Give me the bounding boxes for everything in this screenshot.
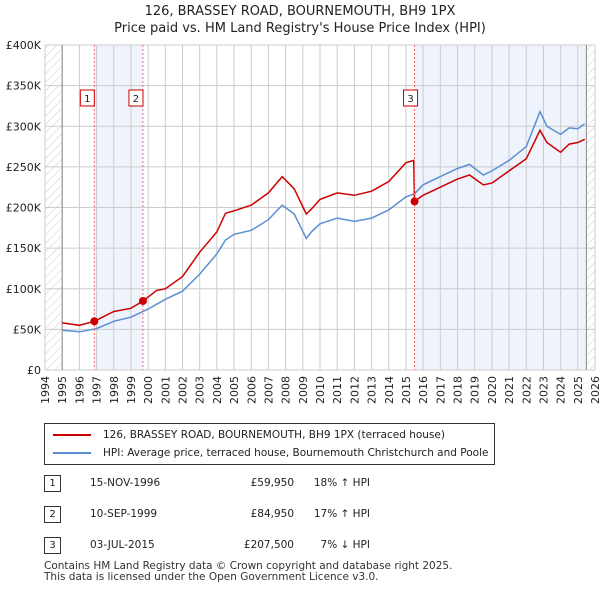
x-tick-label: 1995: [56, 376, 69, 404]
x-tick-label: 2003: [194, 376, 207, 404]
price-chart: 1 2 3 1994 1995 1996 1997 1998 1999 2000 2001 2002 2…: [6, 39, 600, 404]
sale-number-label: 2: [133, 94, 139, 105]
sale-price: £84,950: [250, 508, 294, 520]
legend-label-hpi: HPI: Average price, terraced house, Bour…: [103, 447, 489, 459]
x-tick-label: 2014: [383, 376, 396, 404]
x-tick-label: 2009: [297, 376, 310, 404]
x-tick-label: 2019: [469, 376, 482, 404]
chart-subtitle: Price paid vs. HM Land Registry's House …: [114, 21, 486, 36]
legend-item-hpi: HPI: Average price, terraced house, Bour…: [53, 447, 488, 459]
legend-item-price: 126, BRASSEY ROAD, BOURNEMOUTH, BH9 1PX …: [53, 429, 445, 441]
x-tick-label: 2025: [572, 376, 585, 404]
x-tick-label: 1996: [73, 376, 86, 404]
sale-point: [138, 296, 147, 305]
sale-number: 3: [44, 537, 61, 554]
sale-point: [410, 197, 419, 206]
x-tick-label: 2015: [400, 376, 413, 404]
sale-number-label: 1: [84, 94, 90, 105]
sale-hpi-diff: 17% ↑ HPI: [313, 508, 370, 520]
y-tick-label: £200K: [6, 202, 42, 215]
x-tick-label: 2026: [589, 376, 600, 404]
sale-price: £207,500: [243, 539, 294, 551]
x-tick-label: 1997: [91, 376, 104, 404]
x-tick-label: 2021: [503, 376, 516, 404]
y-tick-label: £0: [27, 364, 41, 377]
x-tick-label: 2023: [537, 376, 550, 404]
y-tick-label: £150K: [6, 242, 42, 255]
x-tick-label: 2010: [314, 376, 327, 404]
sale-date: 15-NOV-1996: [90, 477, 161, 489]
sale-row: 3 03-JUL-2015 £207,500 7% ↓ HPI: [0, 537, 600, 555]
sale-date: 03-JUL-2015: [90, 539, 155, 551]
x-tick-label: 2005: [228, 376, 241, 404]
x-tick-label: 1999: [125, 376, 138, 404]
sale-hpi-diff: 7% ↓ HPI: [320, 539, 370, 551]
x-tick-label: 1994: [39, 376, 52, 404]
sale-row: 2 10-SEP-1999 £84,950 17% ↑ HPI: [0, 506, 600, 524]
y-tick-label: £300K: [6, 120, 42, 133]
y-tick-label: £250K: [6, 161, 42, 174]
series-line-price: [62, 128, 586, 327]
x-tick-label: 2020: [486, 376, 499, 404]
x-tick-label: 2007: [262, 376, 275, 404]
footer-copyright: Contains HM Land Registry data © Crown c…: [44, 560, 453, 572]
sale-number-label: 3: [407, 94, 413, 105]
sale-number: 2: [44, 506, 61, 523]
x-tick-label: 2018: [452, 376, 465, 404]
x-tick-label: 2008: [280, 376, 293, 404]
x-tick-label: 2017: [434, 376, 447, 404]
x-tick-label: 1998: [108, 376, 121, 404]
x-tick-label: 2012: [348, 376, 361, 404]
legend-swatch-price: [53, 434, 91, 436]
y-tick-label: £350K: [6, 80, 42, 93]
x-tick-label: 2002: [177, 376, 190, 404]
x-tick-label: 2022: [520, 376, 533, 404]
sale-price: £59,950: [250, 477, 294, 489]
y-tick-label: £100K: [6, 283, 42, 296]
legend-label-price: 126, BRASSEY ROAD, BOURNEMOUTH, BH9 1PX …: [103, 429, 445, 441]
x-tick-label: 2016: [417, 376, 430, 404]
x-tick-label: 2024: [555, 376, 568, 404]
y-tick-label: £50K: [13, 323, 42, 336]
x-tick-label: 2013: [366, 376, 379, 404]
chart-title: 126, BRASSEY ROAD, BOURNEMOUTH, BH9 1PX: [144, 4, 456, 19]
sale-point: [90, 317, 99, 326]
y-tick-label: £400K: [6, 39, 42, 52]
x-tick-label: 2001: [159, 376, 172, 404]
sale-number-box: [79, 89, 95, 107]
sale-number-box: [128, 89, 144, 107]
x-tick-label: 2006: [245, 376, 258, 404]
chart-legend: 126, BRASSEY ROAD, BOURNEMOUTH, BH9 1PX …: [44, 423, 495, 465]
x-tick-label: 2004: [211, 376, 224, 404]
sale-hpi-diff: 18% ↑ HPI: [313, 477, 370, 489]
footer-licence: This data is licensed under the Open Gov…: [44, 571, 379, 583]
sale-date: 10-SEP-1999: [90, 508, 158, 520]
x-tick-label: 2011: [331, 376, 344, 404]
legend-swatch-hpi: [53, 452, 91, 454]
x-tick-label: 2000: [142, 376, 155, 404]
sale-number-box: [403, 89, 419, 107]
series-line-hpi: [62, 109, 586, 333]
sale-number: 1: [44, 475, 61, 492]
sale-row: 1 15-NOV-1996 £59,950 18% ↑ HPI: [0, 475, 600, 493]
